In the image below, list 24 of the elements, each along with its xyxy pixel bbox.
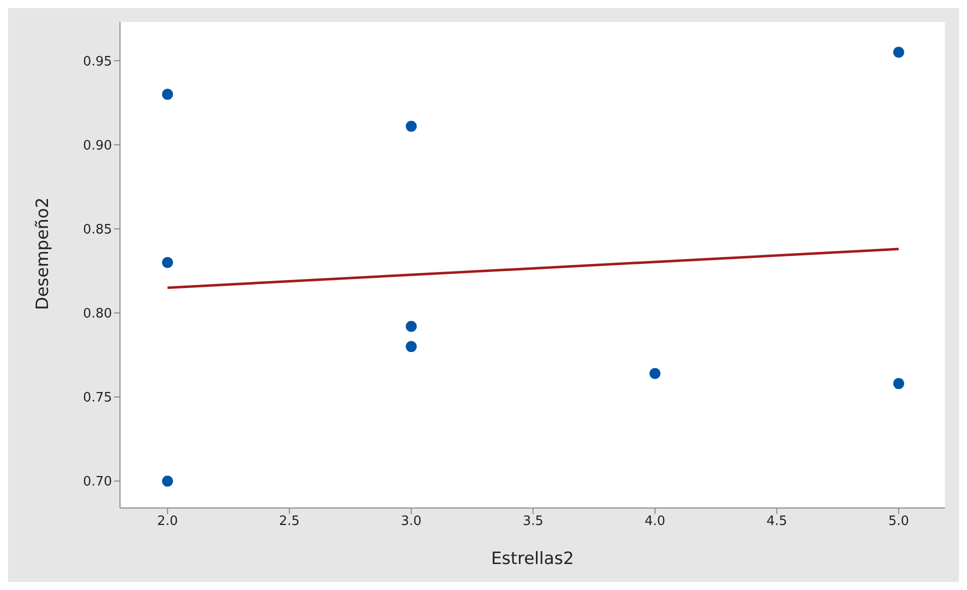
point xyxy=(893,378,904,390)
y-tick-label: 0.75 xyxy=(83,390,112,406)
point xyxy=(893,46,904,58)
x-tick-label: 4.5 xyxy=(766,514,788,530)
x-tick-label: 4.0 xyxy=(644,514,666,530)
x-axis-title: Estrellas2 xyxy=(491,549,574,569)
x-tick-label: 5.0 xyxy=(888,514,910,530)
y-tick-label: 0.70 xyxy=(83,474,112,490)
y-tick-label: 0.95 xyxy=(83,54,112,70)
y-axis-title: Desempeño2 xyxy=(33,197,54,310)
y-tick-label: 0.85 xyxy=(83,222,112,238)
x-tick-label: 3.5 xyxy=(522,514,544,530)
y-tick-label: 0.80 xyxy=(83,306,112,322)
point xyxy=(406,320,417,332)
point xyxy=(406,120,417,132)
point xyxy=(162,476,174,487)
point xyxy=(162,256,174,268)
x-tick-label: 3.0 xyxy=(400,514,422,530)
x-tick-label: 2.0 xyxy=(157,514,178,530)
point xyxy=(406,341,417,352)
point xyxy=(162,88,174,100)
x-tick-label: 2.5 xyxy=(279,514,300,530)
y-tick-label: 0.90 xyxy=(83,138,112,154)
point xyxy=(649,368,660,379)
